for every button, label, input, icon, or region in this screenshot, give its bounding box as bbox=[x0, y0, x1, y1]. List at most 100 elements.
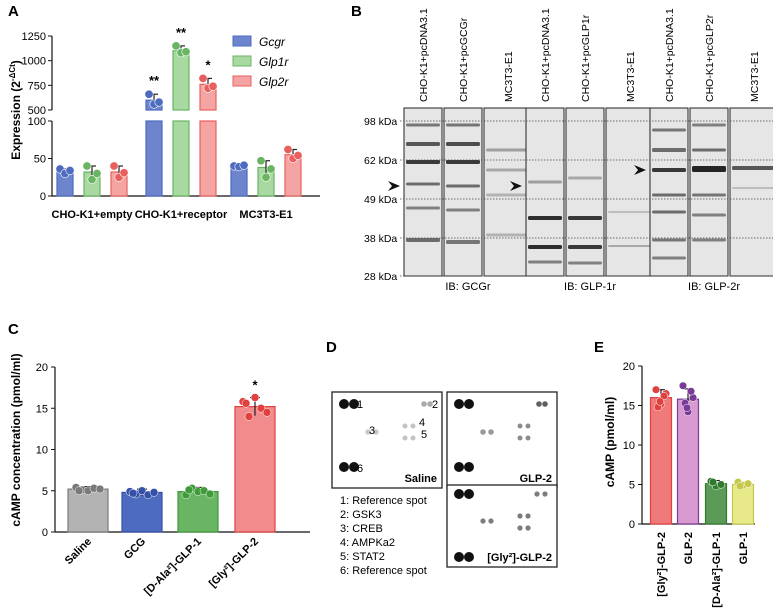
blot-lane-label: CHO-K1+pcGLP1r bbox=[580, 14, 592, 102]
dot-blot-spot bbox=[365, 429, 371, 435]
chart-e-point bbox=[716, 480, 726, 489]
blot-lane bbox=[605, 107, 655, 277]
dot-blot-spot bbox=[542, 491, 548, 497]
chart-c-bars: * bbox=[67, 378, 276, 533]
blot-arrowhead bbox=[388, 181, 400, 191]
chart-a-significance: ** bbox=[149, 73, 160, 88]
chart-a-tick-label: 500 bbox=[28, 105, 46, 117]
blot-band bbox=[652, 168, 686, 172]
dot-blot-spot bbox=[464, 462, 474, 472]
chart-c-point bbox=[128, 488, 138, 498]
chart-a-tick-label: 1250 bbox=[22, 31, 46, 43]
dot-blot-key-item: 1: Reference spot bbox=[340, 495, 427, 507]
dot-blot-spot-number: 5 bbox=[421, 429, 427, 441]
blot-band bbox=[406, 160, 440, 164]
chart-e-tick-label: 10 bbox=[623, 440, 635, 452]
chart-e-tick-label: 0 bbox=[629, 519, 635, 531]
blot-band bbox=[608, 211, 652, 213]
chart-a-bar bbox=[172, 120, 190, 197]
chart-a-category-label: MC3T3-E1 bbox=[239, 209, 292, 221]
blot-band bbox=[406, 123, 440, 127]
chart-c-tick-label: 20 bbox=[36, 362, 48, 374]
chart-a-legend-label: Glp1r bbox=[259, 55, 289, 69]
chart-a-categories: CHO-K1+empty CHO-K1+receptor MC3T3-E1 bbox=[52, 209, 293, 221]
chart-e-tick-label: 20 bbox=[623, 361, 635, 373]
chart-e-bar bbox=[649, 397, 673, 525]
dot-blot-spot bbox=[402, 435, 408, 441]
blot-kda-label: 38 kDa bbox=[364, 233, 397, 245]
blot-band bbox=[692, 148, 726, 152]
blot-band bbox=[406, 238, 440, 242]
chart-c-tick-label: 15 bbox=[36, 403, 48, 415]
dot-blot-membranes: Saline GLP-2 [Gly²]-GLP-2 1 2 3 45 6 bbox=[331, 391, 558, 568]
dot-blot-spot bbox=[349, 462, 359, 472]
chart-c-bar bbox=[234, 406, 276, 533]
blot-band bbox=[486, 168, 530, 172]
dot-blot-spot bbox=[525, 513, 531, 519]
chart-e-tick-label: 15 bbox=[623, 401, 635, 413]
chart-c-point bbox=[205, 489, 215, 499]
chart-c-tick-label: 10 bbox=[36, 445, 48, 457]
chart-a-legend: Gcgr Glp1r Glp2r bbox=[232, 35, 289, 89]
blot-lane-labels: CHO-K1+pcDNA3.1 CHO-K1+pcGCGr MC3T3-E1 CHO-… bbox=[418, 8, 761, 102]
dot-blot-membrane-label: [Gly²]-GLP-2 bbox=[487, 552, 552, 564]
chart-a-legend-swatch bbox=[232, 35, 252, 47]
blot-arrowhead bbox=[634, 165, 646, 175]
chart-e-categories: [Gly²]-GLP-2 GLP-2 [D-Ala²]-GLP-1 GLP-1 bbox=[656, 532, 750, 608]
blot-kda-label: 49 kDa bbox=[364, 194, 397, 206]
dot-blot-spot bbox=[480, 518, 486, 524]
chart-e-category-label: GLP-1 bbox=[738, 532, 750, 564]
chart-a-point bbox=[87, 175, 97, 185]
chart-c-category-label: [Gly²]-GLP-2 bbox=[207, 536, 261, 590]
chart-e-ylabel: cAMP (pmol/ml) bbox=[603, 397, 617, 487]
dot-blot-membrane bbox=[446, 391, 558, 489]
chart-c-category-label: [D-Ala²]-GLP-1 bbox=[142, 536, 204, 598]
chart-a-ylabel: Expression (2-ΔCt) bbox=[8, 60, 23, 160]
panel-letter-d: D bbox=[326, 339, 337, 356]
chart-a-point bbox=[154, 97, 164, 107]
chart-e: cAMP (pmol/ml) 0 5 10 15 20 [Gly²]-GLP-2 GLP-… bbox=[603, 361, 755, 608]
dot-blot-spot bbox=[421, 401, 427, 407]
blot-lane bbox=[649, 107, 689, 277]
chart-a-category-label: CHO-K1+empty bbox=[52, 209, 134, 221]
dot-blot-spot bbox=[454, 489, 464, 499]
dot-blot-key-item: 4: AMPKa2 bbox=[340, 537, 395, 549]
blot-band bbox=[692, 238, 726, 242]
dot-blot-membrane-label: Saline bbox=[405, 473, 437, 485]
chart-c-point bbox=[149, 488, 159, 497]
chart-c-point bbox=[244, 412, 254, 421]
chart-a-tick-label: 0 bbox=[40, 191, 46, 203]
dot-blot-membrane bbox=[331, 391, 443, 489]
dot-blot-spot bbox=[517, 423, 523, 429]
blot-band bbox=[446, 160, 480, 164]
dot-blot-spot bbox=[480, 429, 486, 435]
dot-blot-spot bbox=[410, 435, 416, 441]
chart-a-tick-label: 50 bbox=[34, 154, 46, 166]
blot-band bbox=[568, 261, 602, 265]
chart-a-tick-label: 1000 bbox=[22, 56, 46, 68]
blot-band bbox=[692, 123, 726, 127]
chart-a-point bbox=[266, 164, 276, 174]
blot-lane bbox=[483, 107, 533, 277]
dot-blot-spot bbox=[517, 435, 523, 441]
dot-blot-spot-number: 2 bbox=[432, 399, 438, 411]
dot-blot-spot-number: 3 bbox=[369, 425, 375, 437]
chart-c-point bbox=[256, 404, 266, 413]
chart-e-category-label: [D-Ala²]-GLP-1 bbox=[711, 532, 723, 608]
chart-e-bar bbox=[676, 398, 700, 525]
dot-blot-key-item: 6: Reference spot bbox=[340, 565, 427, 577]
chart-a-point bbox=[119, 168, 129, 178]
blot-lane-label: MC3T3-E1 bbox=[749, 51, 761, 102]
dot-blot-spot bbox=[454, 552, 464, 562]
blot-lane-label: CHO-K1+pcDNA3.1 bbox=[664, 8, 676, 102]
dot-blot-spot bbox=[542, 401, 548, 407]
chart-e-point bbox=[678, 381, 688, 390]
dot-blot-membrane bbox=[446, 484, 558, 568]
dot-blot-spot bbox=[464, 489, 474, 499]
blot-band bbox=[446, 142, 480, 146]
blot-lane bbox=[403, 107, 443, 277]
blot-lane-label: CHO-K1+pcGLP2r bbox=[704, 14, 716, 102]
chart-e-point bbox=[735, 482, 745, 491]
chart-e-tick-label: 5 bbox=[629, 480, 635, 492]
chart-c-point bbox=[74, 486, 84, 495]
